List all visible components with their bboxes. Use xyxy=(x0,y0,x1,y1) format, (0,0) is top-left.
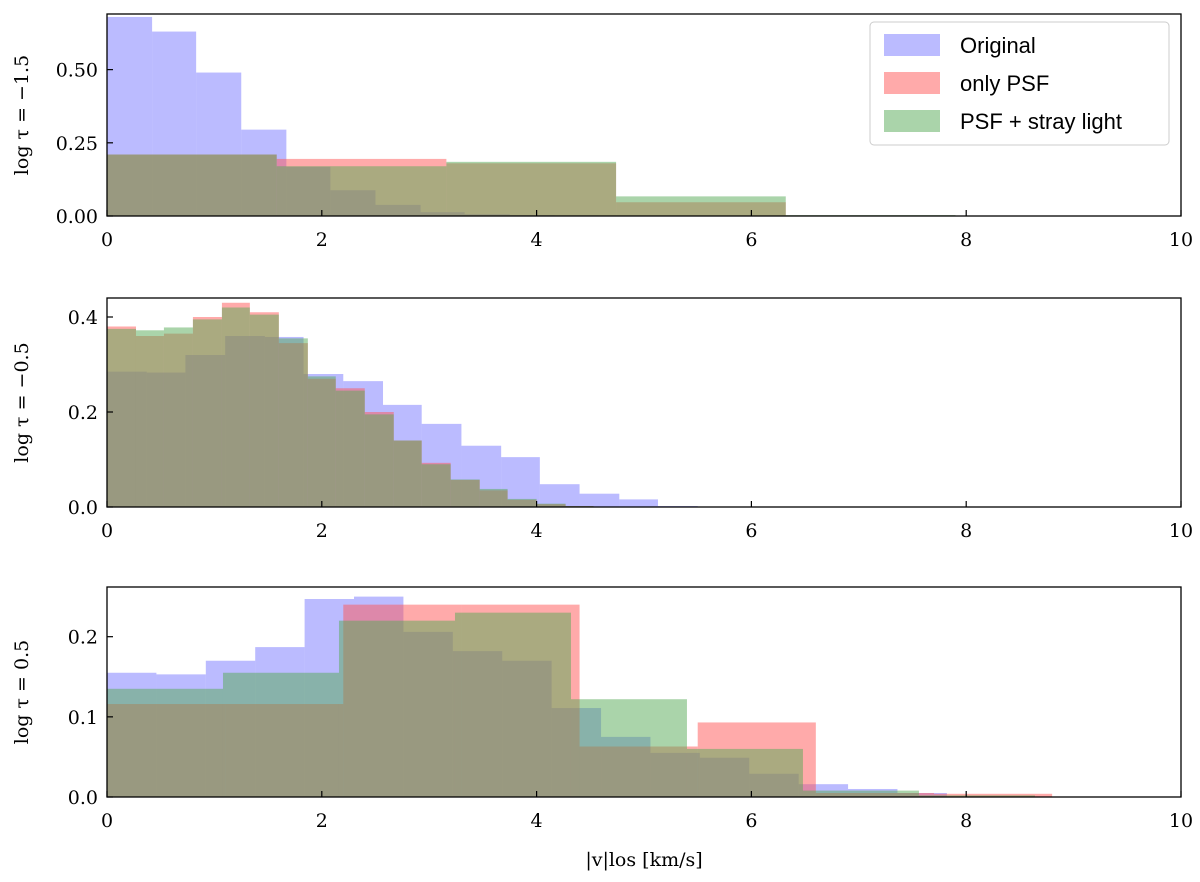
y-tick-label: 0.4 xyxy=(68,307,98,329)
x-tick-label: 10 xyxy=(1169,810,1193,832)
y-tick-label: 0.00 xyxy=(56,206,98,228)
bar-psf-stray-light-4 xyxy=(221,307,250,507)
legend-label-psf-stray-light: PSF + stray light xyxy=(960,109,1122,134)
bar-psf-stray-light-1 xyxy=(222,672,339,797)
x-tick-label: 8 xyxy=(960,229,972,251)
bar-psf-stray-light-15 xyxy=(536,503,566,507)
x-tick-label: 2 xyxy=(316,810,328,832)
panel-log-tau-minus-1-5: 0 2 4 6 8 10 0.00 0.25 0.50 log τ = −1.5 Original o… xyxy=(11,13,1193,251)
x-tick-label: 2 xyxy=(316,520,328,542)
legend-swatch-psf-stray-light xyxy=(884,110,940,132)
legend-swatch-only-psf xyxy=(884,72,940,94)
bar-psf-stray-light-1 xyxy=(276,166,447,216)
bar-psf-stray-light-12 xyxy=(450,479,480,507)
x-tick-label: 6 xyxy=(745,229,757,251)
bar-psf-stray-light-2 xyxy=(163,327,193,507)
bar-psf-stray-light-9 xyxy=(364,414,394,507)
bar-psf-stray-light-11 xyxy=(421,464,451,507)
legend-label-original: Original xyxy=(960,33,1036,58)
legend-label-only-psf: only PSF xyxy=(960,71,1049,96)
x-tick-label: 4 xyxy=(531,520,543,542)
bar-psf-stray-light-0 xyxy=(107,688,223,797)
bar-psf-stray-light-0 xyxy=(107,328,136,507)
bar-psf-stray-light-5 xyxy=(249,314,279,507)
axes-frame xyxy=(106,586,1182,798)
x-tick-label: 4 xyxy=(531,229,543,251)
y-tick-label: 0.2 xyxy=(68,627,98,649)
x-tick-label: 0 xyxy=(101,229,113,251)
y-axis-label: log τ = −0.5 xyxy=(11,342,33,462)
bar-psf-stray-light-7 xyxy=(918,795,1035,797)
y-tick-label: 0.0 xyxy=(68,497,98,519)
bar-psf-stray-light-2 xyxy=(338,620,455,797)
bar-psf-stray-light-6 xyxy=(278,338,308,507)
y-tick-label: 0.1 xyxy=(68,707,98,729)
legend: Original only PSF PSF + stray light xyxy=(869,21,1170,146)
series-psf-stray-light xyxy=(107,154,956,216)
x-tick-label: 8 xyxy=(960,520,972,542)
bar-psf-stray-light-6 xyxy=(802,790,919,797)
y-tick-label: 0.25 xyxy=(56,133,98,155)
bar-original-11 xyxy=(539,484,580,507)
bar-psf-stray-light-10 xyxy=(393,440,422,507)
bar-original-13 xyxy=(619,499,658,507)
x-tick-label: 0 xyxy=(101,520,113,542)
axes-frame xyxy=(106,297,1182,508)
panel-log-tau-minus-0-5: 0 2 4 6 8 10 0.0 0.2 0.4 log τ = −0.5 xyxy=(11,297,1193,542)
x-tick-label: 6 xyxy=(745,810,757,832)
bar-original-12 xyxy=(579,493,620,507)
legend-box xyxy=(869,21,1170,146)
y-tick-label: 0.50 xyxy=(56,60,98,82)
y-axis-label: log τ = 0.5 xyxy=(11,640,33,744)
y-axis-label: log τ = −1.5 xyxy=(11,55,33,175)
bar-psf-stray-light-3 xyxy=(192,319,222,507)
axes-frame xyxy=(106,13,1182,217)
legend-swatch-original xyxy=(884,34,940,56)
x-tick-label: 2 xyxy=(316,229,328,251)
bar-psf-stray-light-3 xyxy=(616,196,786,216)
x-tick-label: 0 xyxy=(101,810,113,832)
bar-psf-stray-light-4 xyxy=(570,699,687,797)
x-tick-label: 10 xyxy=(1169,520,1193,542)
bar-psf-stray-light-14 xyxy=(507,498,537,507)
bar-psf-stray-light-13 xyxy=(479,488,508,507)
bar-psf-stray-light-3 xyxy=(454,612,571,797)
bar-psf-stray-light-7 xyxy=(307,376,336,507)
bar-psf-stray-light-0 xyxy=(107,154,277,216)
x-tick-label: 10 xyxy=(1169,229,1193,251)
x-tick-label: 4 xyxy=(531,810,543,832)
x-axis-label: |v|los [km/s] xyxy=(585,849,702,871)
y-tick-label: 0.2 xyxy=(68,402,98,424)
bar-psf-stray-light-1 xyxy=(135,330,164,507)
bar-psf-stray-light-2 xyxy=(446,161,617,216)
y-tick-label: 0.0 xyxy=(68,787,98,809)
series-psf-stray-light xyxy=(107,307,594,507)
x-tick-label: 6 xyxy=(745,520,757,542)
series-psf-stray-light xyxy=(107,612,1035,797)
x-tick-label: 8 xyxy=(960,810,972,832)
bar-psf-stray-light-8 xyxy=(335,390,365,507)
panel-log-tau-0-5: 0 2 4 6 8 10 0.0 0.1 0.2 log τ = 0.5 |v|los [km/s] xyxy=(11,586,1193,871)
bar-psf-stray-light-5 xyxy=(686,748,803,797)
